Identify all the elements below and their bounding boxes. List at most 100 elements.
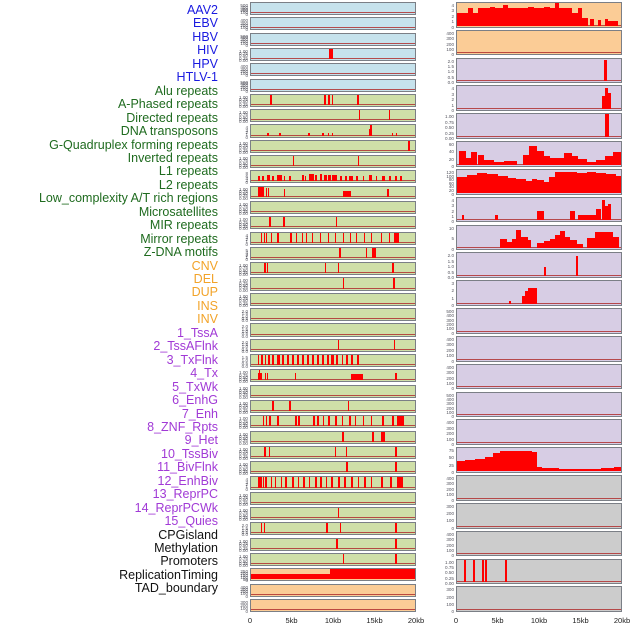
track-bar bbox=[473, 559, 476, 583]
track-baseline bbox=[251, 547, 415, 549]
track-panel bbox=[456, 113, 622, 139]
track-bar bbox=[359, 110, 361, 121]
track-bar bbox=[558, 7, 567, 26]
track-baseline bbox=[251, 517, 415, 519]
track-label-3-txflnk: 3_TxFlnk bbox=[166, 352, 218, 367]
track-baseline bbox=[251, 318, 415, 320]
track-bar bbox=[294, 416, 297, 427]
track-bar bbox=[571, 12, 579, 26]
track-bar bbox=[473, 12, 479, 26]
track-label-14-reprpcwk: 14_ReprPCWk bbox=[134, 500, 218, 515]
track-bar bbox=[575, 255, 579, 277]
track-bar bbox=[581, 17, 589, 26]
track-bar bbox=[478, 7, 490, 26]
track-bar bbox=[364, 477, 366, 488]
track-bar bbox=[465, 460, 476, 471]
track-bar bbox=[277, 416, 279, 427]
x-axis-right: 0 5kb 10kb 15kb 20kb bbox=[454, 614, 630, 630]
track-panel bbox=[250, 537, 416, 551]
track-label-hpv: HPV bbox=[192, 56, 218, 71]
track-label-directed-repeats: Directed repeats bbox=[126, 110, 218, 125]
track-bar bbox=[604, 232, 613, 249]
track-bar bbox=[305, 232, 308, 243]
track-bar bbox=[342, 553, 345, 565]
track-bar bbox=[294, 372, 297, 381]
track-panel bbox=[456, 558, 622, 585]
track-label-cpgisland: CPGisland bbox=[158, 527, 218, 542]
track-bar bbox=[504, 559, 507, 583]
track-label-5-txwk: 5_TxWk bbox=[172, 379, 218, 394]
track-panel bbox=[250, 292, 416, 306]
track-bar bbox=[295, 232, 297, 243]
track-bar bbox=[604, 72, 608, 82]
track-bar bbox=[481, 559, 484, 583]
track-label-mirror-repeats: Mirror repeats bbox=[140, 231, 218, 246]
track-bar bbox=[331, 355, 334, 366]
track-bar bbox=[461, 12, 469, 26]
track-bar bbox=[470, 151, 478, 165]
track-baseline bbox=[251, 425, 415, 427]
x-tick-label: 10kb bbox=[530, 616, 548, 625]
track-panel bbox=[250, 124, 416, 138]
track-baseline bbox=[251, 333, 415, 335]
track-panel bbox=[250, 369, 416, 383]
track-bar bbox=[314, 477, 317, 488]
track-label-hbv: HBV bbox=[192, 29, 218, 44]
track-bar bbox=[525, 239, 531, 249]
track-bar bbox=[388, 110, 390, 121]
track-bar bbox=[463, 559, 467, 583]
track-bar bbox=[586, 237, 595, 249]
track-baseline bbox=[251, 134, 415, 136]
track-bar bbox=[475, 459, 485, 471]
track-bar bbox=[370, 477, 373, 488]
track-bar bbox=[394, 176, 397, 182]
track-bar bbox=[258, 370, 260, 381]
track-panel bbox=[250, 216, 416, 230]
track-panel bbox=[456, 363, 622, 390]
track-panel bbox=[250, 277, 416, 291]
track-bar bbox=[570, 211, 576, 221]
track-bar bbox=[328, 416, 330, 427]
track-bar bbox=[571, 155, 579, 165]
track-panel bbox=[250, 491, 416, 505]
track-bar bbox=[298, 416, 300, 427]
track-bar bbox=[395, 462, 397, 473]
track-baseline bbox=[457, 330, 621, 332]
track-panel bbox=[456, 419, 622, 446]
track-bar bbox=[268, 188, 270, 197]
track-bar bbox=[264, 355, 267, 366]
track-bar bbox=[457, 13, 462, 26]
track-panel bbox=[250, 93, 416, 107]
track-bar bbox=[263, 523, 266, 534]
track-label-replicationtiming: ReplicationTiming bbox=[119, 567, 218, 582]
track-bar bbox=[308, 133, 310, 136]
track-bar bbox=[290, 232, 292, 243]
track-bar bbox=[507, 7, 518, 26]
track-bar bbox=[498, 176, 508, 193]
track-bar bbox=[277, 175, 283, 182]
track-bar bbox=[461, 215, 465, 221]
track-bar bbox=[342, 190, 351, 197]
track-column-left: 0 100 200 300 400 500 0 100 200 300 400 0 100 200 300 4… bbox=[222, 0, 424, 630]
track-bar bbox=[388, 232, 391, 243]
track-bar bbox=[319, 173, 322, 182]
track-bar bbox=[269, 217, 271, 228]
track-bar bbox=[485, 559, 488, 583]
track-bar bbox=[312, 416, 315, 427]
track-bar bbox=[380, 477, 383, 488]
track-panel bbox=[456, 530, 622, 557]
track-panel bbox=[250, 568, 416, 582]
track-baseline bbox=[251, 241, 415, 243]
track-baseline bbox=[251, 12, 415, 14]
track-bar bbox=[342, 232, 345, 243]
track-column-right: 0 1 2 3 4 0 100 200 300 400 0.0 0.5 1.0 1.5 2.0 0 1 2 3 4 0.… bbox=[428, 0, 630, 630]
track-bar bbox=[507, 242, 512, 249]
track-bar bbox=[382, 176, 386, 182]
track-bar bbox=[331, 94, 334, 105]
track-bar bbox=[532, 179, 538, 193]
track-bar bbox=[351, 355, 353, 366]
track-bar bbox=[328, 94, 330, 105]
track-label-15-quies: 15_Quies bbox=[164, 514, 218, 529]
track-panel bbox=[456, 57, 622, 84]
track-panel bbox=[250, 17, 416, 31]
